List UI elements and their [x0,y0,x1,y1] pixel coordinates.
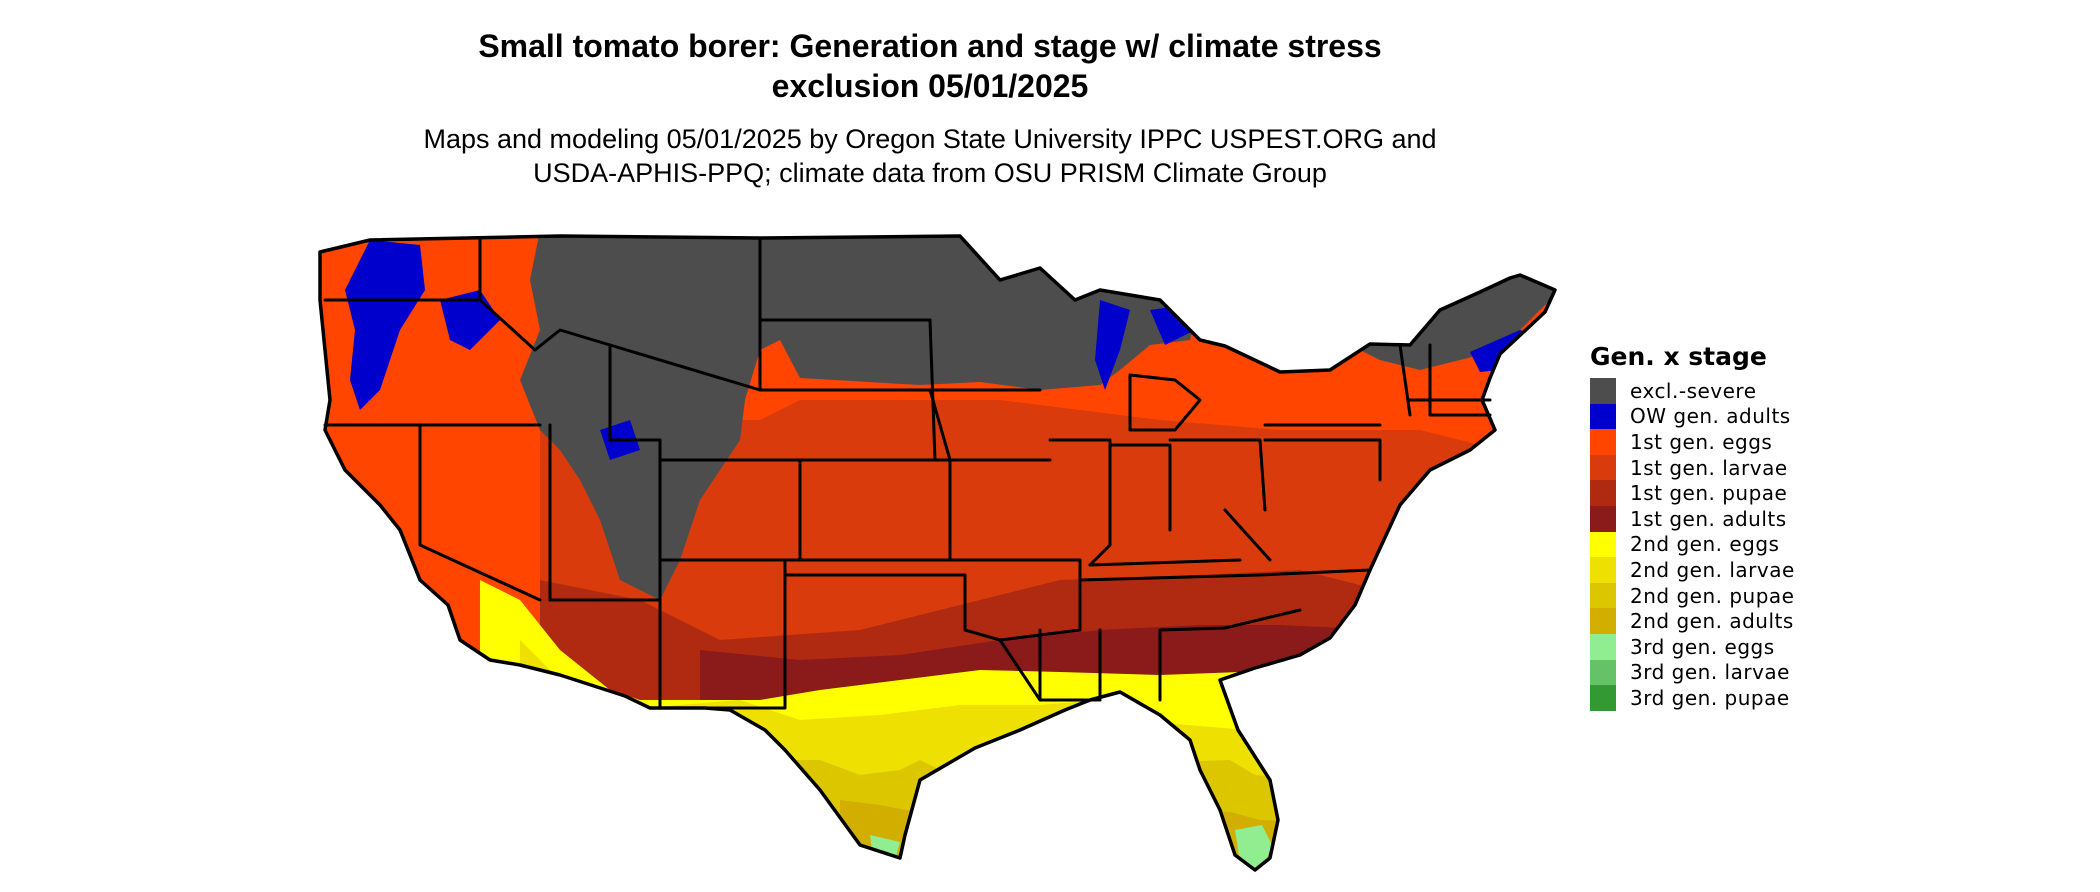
legend-entry: 1st gen. pupae [1590,480,1795,506]
map-subtitle-line-2: USDA-APHIS-PPQ; climate data from OSU PR… [533,158,1327,188]
region-excl-severe [520,236,1555,600]
border-mi [1128,373,1202,432]
border-tn-ky [1078,558,1262,582]
legend-entry: 2nd gen. pupae [1590,582,1795,609]
legend-swatch [1590,582,1616,609]
region-3rd-gen-eggs [870,825,1272,870]
legend-entry: 3rd gen. eggs [1590,633,1795,660]
legend-label: 2nd gen. pupae [1630,583,1795,608]
border-oh-wv [1168,438,1272,562]
legend-label: 3rd gen. eggs [1630,634,1775,659]
border-la-ms [998,628,1102,702]
legend-swatch [1590,378,1616,404]
map-title-line-1: Small tomato borer: Generation and stage… [478,28,1382,64]
legend-entry: 3rd gen. larvae [1590,659,1795,686]
legend-swatch [1590,505,1616,532]
legend-label: 3rd gen. pupae [1630,685,1790,710]
legend-entry: 3rd gen. pupae [1590,685,1795,711]
legend-swatch [1590,557,1616,583]
legend-entry: excl.-severe [1590,378,1795,404]
legend-label: 2nd gen. adults [1630,609,1794,634]
legend-entry: OW gen. adults [1590,403,1795,430]
legend-label: 1st gen. adults [1630,506,1787,531]
legend-label: OW gen. adults [1630,404,1791,429]
border-ut-co [658,458,802,562]
legend: Gen. x stage excl.-severe OW gen. adults 1… [1590,342,1795,711]
border-ca-nv [418,423,542,602]
border-ok-tx [783,573,1002,642]
border-pa-ny [1263,423,1382,482]
legend-label: excl.-severe [1630,378,1757,403]
legend-entry: 2nd gen. eggs [1590,531,1795,558]
border-id-mt [478,238,612,352]
legend-swatch [1590,403,1616,430]
border-az-nm [548,558,662,710]
legend-swatch [1590,454,1616,481]
map-title: Small tomato borer: Generation and stage… [0,26,1860,106]
legend-entry: 1st gen. adults [1590,505,1795,532]
legend-entry: 2nd gen. larvae [1590,557,1795,583]
legend-swatch [1590,633,1616,660]
legend-swatch [1590,685,1616,711]
legend-label: 3rd gen. larvae [1630,660,1790,685]
legend-label: 1st gen. pupae [1630,481,1788,506]
state-borders [323,236,1492,710]
legend-swatch [1590,429,1616,455]
legend-label: 2nd gen. eggs [1630,532,1780,557]
legend-label: 1st gen. eggs [1630,429,1773,454]
legend-entries: excl.-severe OW gen. adults 1st gen. eggs 1… [1590,378,1795,711]
border-va-nc [1223,568,1372,630]
border-al-ga [1098,626,1227,702]
map-subtitle-line-1: Maps and modeling 05/01/2025 by Oregon S… [423,124,1437,154]
map-title-line-2: exclusion 05/01/2025 [771,68,1089,104]
legend-entry: 2nd gen. adults [1590,608,1795,634]
legend-swatch [1590,608,1616,634]
border-new-england [1398,343,1492,417]
legend-swatch [1590,480,1616,506]
border-nd-sd [758,318,937,392]
map-subtitle: Maps and modeling 05/01/2025 by Oregon S… [0,122,1860,190]
legend-label: 2nd gen. larvae [1630,557,1795,582]
border-id-wy [608,343,802,462]
legend-swatch [1590,659,1616,686]
border-il-in [1048,438,1172,567]
legend-swatch [1590,531,1616,558]
legend-entry: 1st gen. larvae [1590,454,1795,481]
legend-title: Gen. x stage [1590,342,1767,371]
legend-label: 1st gen. larvae [1630,455,1788,480]
border-mn-ia [928,318,1052,462]
legend-entry: 1st gen. eggs [1590,429,1795,455]
